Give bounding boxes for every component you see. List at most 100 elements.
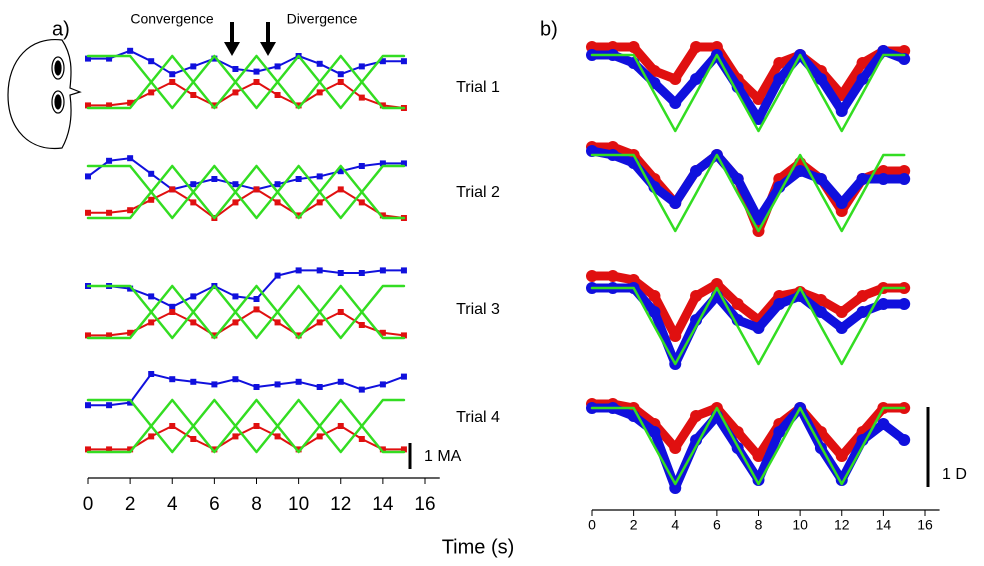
data-point: [814, 294, 827, 306]
data-point: [690, 41, 703, 53]
data-point: [85, 102, 91, 109]
data-point: [211, 102, 218, 109]
data-point: [253, 306, 260, 313]
stimulus-line: [86, 398, 406, 454]
data-point: [274, 63, 281, 70]
data-point: [358, 270, 365, 276]
data-point: [337, 79, 344, 85]
data-point: [148, 371, 155, 377]
data-point: [190, 293, 197, 300]
data-point: [127, 99, 134, 106]
trace: [590, 286, 906, 366]
x-tick-label: 10: [792, 517, 808, 533]
data-point: [169, 71, 176, 78]
trial-label: Trial 2: [456, 184, 500, 201]
data-point: [358, 386, 365, 393]
trace: [85, 423, 407, 453]
data-point: [211, 381, 218, 388]
arrows: [224, 22, 276, 56]
data-point: [337, 309, 344, 315]
data-point: [85, 446, 91, 453]
data-point: [232, 376, 239, 383]
annotation: Convergence: [130, 11, 213, 27]
trace: [86, 398, 406, 454]
data-point: [358, 163, 365, 169]
x-tick-label: 6: [209, 494, 220, 515]
trace: [85, 371, 407, 409]
data-point: [835, 450, 848, 462]
data-point: [169, 303, 176, 310]
data-point: [232, 319, 239, 326]
x-tick-label: 14: [876, 517, 892, 533]
data-point: [274, 319, 281, 326]
data-point: [337, 423, 344, 429]
data-point: [337, 168, 344, 175]
data-point: [295, 332, 302, 339]
trial-label: Trial 1: [456, 79, 500, 96]
data-point: [379, 102, 386, 109]
data-point: [232, 66, 239, 72]
data-point: [773, 426, 786, 438]
data-point: [835, 105, 848, 117]
data-point: [710, 278, 723, 290]
data-point: [253, 68, 260, 75]
response-line: [87, 425, 405, 451]
data-point: [106, 55, 113, 62]
data-point: [127, 399, 134, 406]
x-tick-label: 2: [125, 494, 136, 515]
data-point: [190, 63, 197, 70]
data-point: [190, 181, 197, 188]
data-point: [752, 93, 765, 105]
data-point: [856, 73, 869, 85]
data-point: [400, 446, 407, 453]
data-point: [127, 155, 134, 162]
data-point: [669, 73, 682, 85]
data-point: [106, 102, 113, 109]
data-point: [85, 209, 91, 216]
data-point: [773, 298, 786, 310]
data-point: [690, 410, 703, 422]
trace: [86, 284, 406, 340]
data-point: [400, 267, 407, 274]
data-point: [648, 426, 661, 438]
data-point: [190, 319, 197, 326]
eye-diagram: [7, 39, 82, 150]
data-point: [169, 79, 176, 85]
data-point: [379, 381, 386, 388]
data-point: [752, 322, 765, 334]
data-point: [648, 290, 661, 302]
data-point: [253, 423, 260, 429]
data-point: [379, 329, 386, 336]
data-point: [337, 270, 344, 276]
data-point: [127, 47, 134, 54]
data-point: [379, 160, 386, 167]
trace: [86, 284, 406, 340]
data-point: [148, 196, 155, 203]
data-point: [85, 55, 91, 62]
trace: [590, 53, 906, 133]
data-point: [358, 94, 365, 101]
data-point: [379, 267, 386, 274]
data-point: [690, 290, 703, 302]
data-point: [169, 309, 176, 315]
data-point: [274, 92, 281, 98]
data-point: [169, 186, 176, 193]
data-point: [85, 402, 91, 409]
data-point: [211, 446, 218, 453]
data-point: [274, 381, 281, 388]
x-tick-label: 0: [83, 494, 94, 515]
data-point: [106, 209, 113, 216]
data-point: [358, 199, 365, 206]
data-point: [856, 306, 869, 318]
data-point: [295, 378, 302, 385]
data-point: [211, 55, 218, 62]
data-point: [379, 446, 386, 453]
data-point: [316, 384, 323, 390]
data-point: [856, 57, 869, 69]
trace: [86, 54, 406, 110]
x-tick-label: 8: [755, 517, 763, 533]
trial-label: Trial 4: [456, 409, 500, 426]
data-point: [731, 173, 744, 185]
x-tick-label: 4: [167, 494, 178, 515]
stimulus-line: [86, 398, 406, 454]
